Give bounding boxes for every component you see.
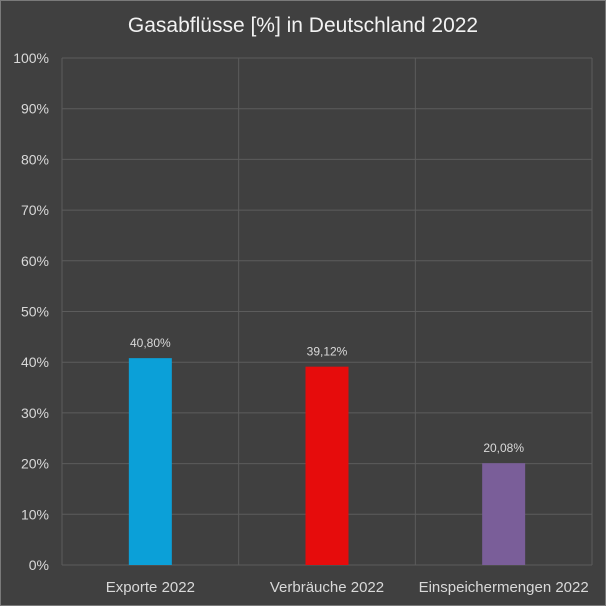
x-tick-label: Exporte 2022 bbox=[106, 579, 195, 596]
grid-layer bbox=[61, 57, 593, 566]
y-tick-label: 90% bbox=[21, 101, 49, 117]
x-tick-label: Verbräuche 2022 bbox=[270, 579, 384, 596]
y-tick-label: 10% bbox=[21, 506, 49, 522]
x-tick-label: Einspeichermengen 2022 bbox=[419, 579, 589, 596]
y-tick-label: 30% bbox=[21, 405, 49, 421]
data-label: 20,08% bbox=[483, 441, 524, 455]
bar bbox=[305, 366, 349, 565]
y-tick-label: 100% bbox=[13, 50, 49, 66]
y-tick-label: 80% bbox=[21, 151, 49, 167]
bars bbox=[128, 358, 526, 565]
bar bbox=[128, 358, 172, 565]
y-tick-label: 70% bbox=[21, 202, 49, 218]
data-label: 39,12% bbox=[307, 345, 348, 359]
y-tick-label: 20% bbox=[21, 456, 49, 472]
chart-title: Gasabflüsse [%] in Deutschland 2022 bbox=[128, 14, 478, 37]
y-tick-label: 50% bbox=[21, 304, 49, 320]
y-axis-ticks: 0% 10% 20% 30% 40% 50% 60% 70% 80% 90% 100% bbox=[13, 50, 49, 573]
data-label: 40,80% bbox=[130, 336, 171, 350]
y-tick-label: 40% bbox=[21, 354, 49, 370]
y-tick-label: 60% bbox=[21, 253, 49, 269]
bar bbox=[482, 463, 526, 565]
x-axis-ticks: Exporte 2022 Verbräuche 2022 Einspeicherme… bbox=[106, 579, 589, 596]
data-labels: 40,80% 39,12% 20,08% bbox=[130, 336, 524, 455]
y-tick-label: 0% bbox=[29, 557, 49, 573]
